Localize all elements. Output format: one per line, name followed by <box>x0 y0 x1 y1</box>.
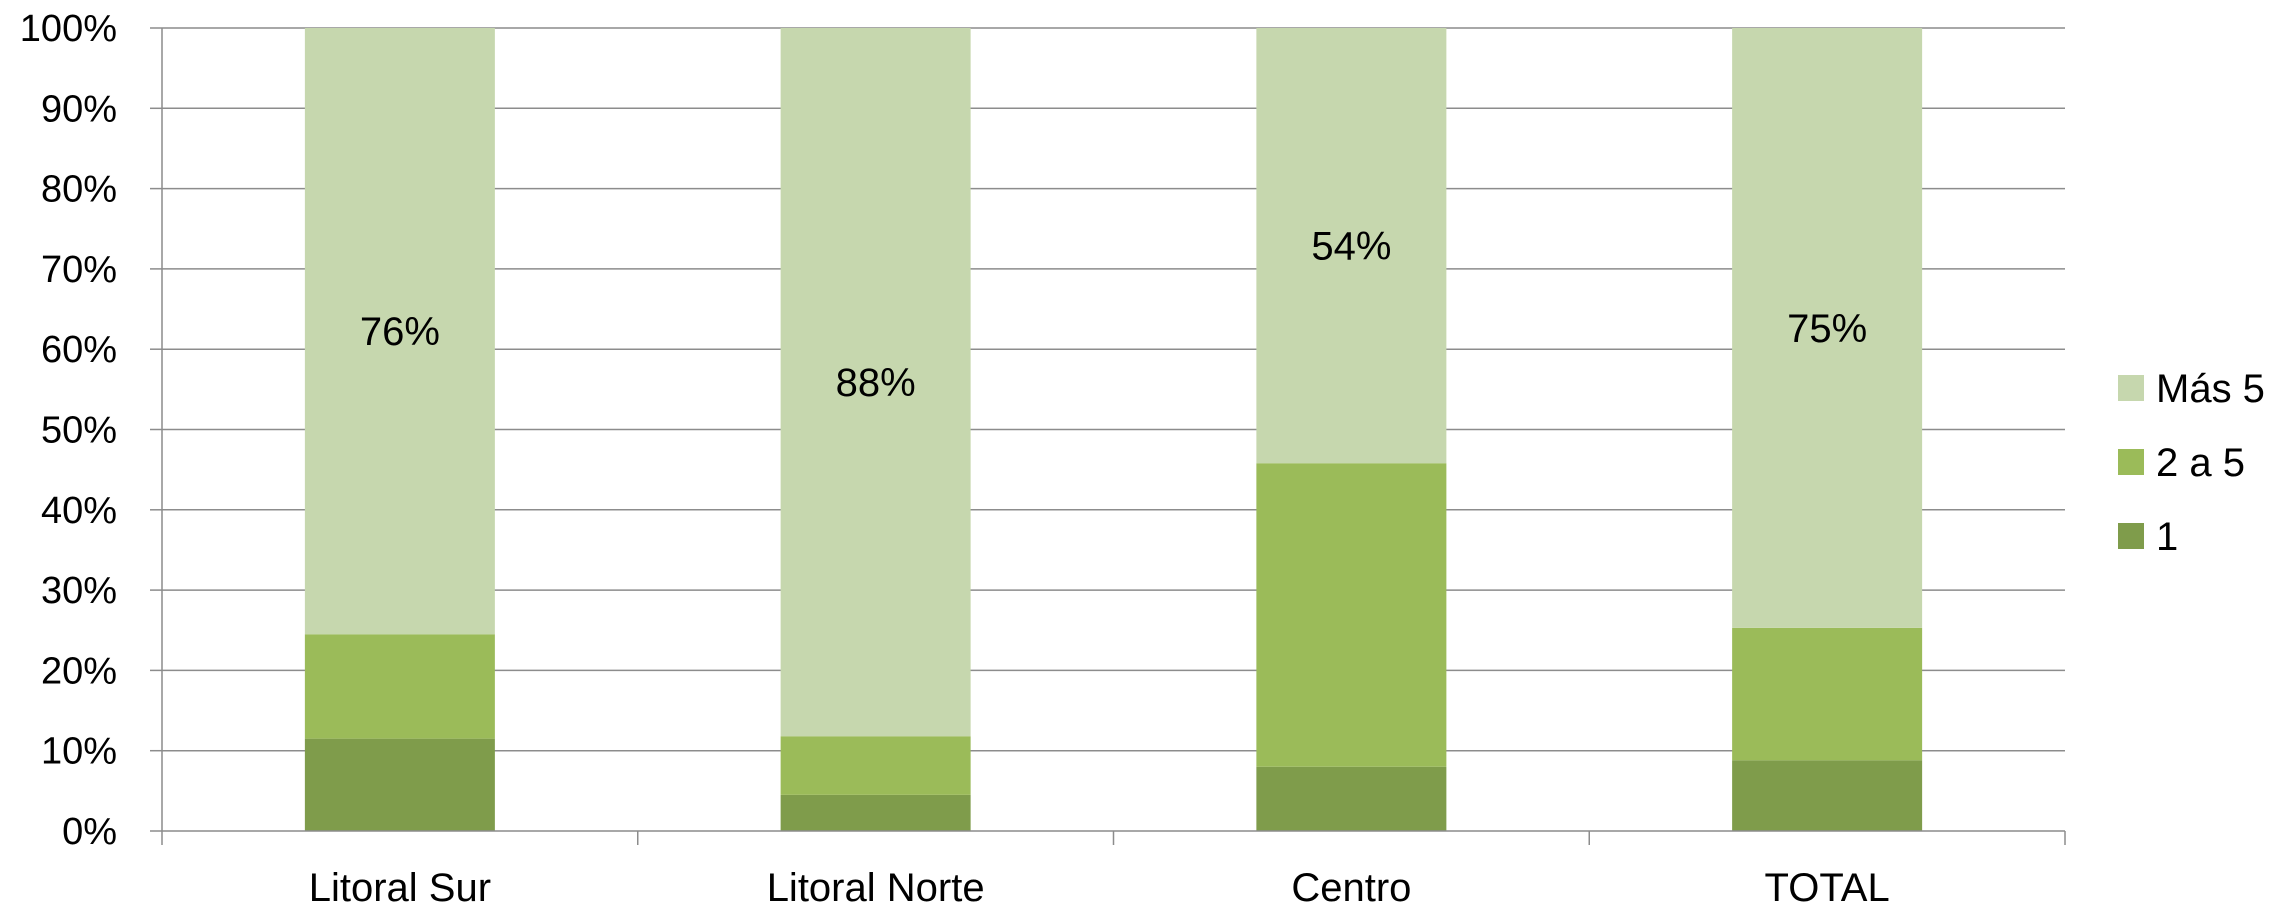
bar-segment-1 <box>1256 766 1447 831</box>
bars <box>304 28 1923 831</box>
y-tick-label: 40% <box>41 490 117 532</box>
legend-label: 1 <box>2156 515 2178 559</box>
bar-segment-más-5 <box>780 28 971 737</box>
legend-label: Más 5 <box>2156 367 2265 411</box>
y-tick-label: 50% <box>41 410 117 452</box>
data-label: 88% <box>836 361 916 405</box>
y-tick-label: 70% <box>41 249 117 291</box>
bar-segment-más-5 <box>1256 28 1447 464</box>
bar-segment-1 <box>780 794 971 831</box>
y-tick-label: 10% <box>41 731 117 773</box>
bar-segment-2-a-5 <box>1732 627 1923 761</box>
data-labels: 76% 88% 54% 75% <box>360 225 1867 406</box>
data-label: 75% <box>1787 307 1867 351</box>
data-label: 54% <box>1311 225 1391 269</box>
x-category-label: TOTAL <box>1765 866 1890 910</box>
y-tick-label: 60% <box>41 329 117 371</box>
x-category-label: Litoral Sur <box>309 866 491 910</box>
bar-segment-más-5 <box>1732 28 1923 628</box>
axes: 0% 10% 20% 30% 40% 50% 60% 70% 80% 90% 100% Litoral… <box>20 8 2066 910</box>
data-label: 76% <box>360 310 440 354</box>
bar-segment-1 <box>304 738 495 831</box>
y-tick-label: 90% <box>41 88 117 130</box>
legend-label: 2 a 5 <box>2156 441 2245 485</box>
y-tick-label: 20% <box>41 650 117 692</box>
y-tick-label: 30% <box>41 570 117 612</box>
bar-segment-2-a-5 <box>304 634 495 739</box>
y-tick-label: 0% <box>62 811 117 853</box>
legend-swatch <box>2118 375 2144 401</box>
bar-segment-2-a-5 <box>780 736 971 795</box>
y-tick-label: 100% <box>20 8 117 50</box>
x-category-label: Litoral Norte <box>767 866 985 910</box>
x-category-label: Centro <box>1291 866 1411 910</box>
legend-swatch <box>2118 523 2144 549</box>
bar-segment-más-5 <box>304 28 495 635</box>
legend-swatch <box>2118 449 2144 475</box>
bar-segment-1 <box>1732 760 1923 831</box>
bar-segment-2-a-5 <box>1256 463 1447 767</box>
y-tick-label: 80% <box>41 169 117 211</box>
legend: Más 5 2 a 5 1 <box>2118 367 2265 559</box>
